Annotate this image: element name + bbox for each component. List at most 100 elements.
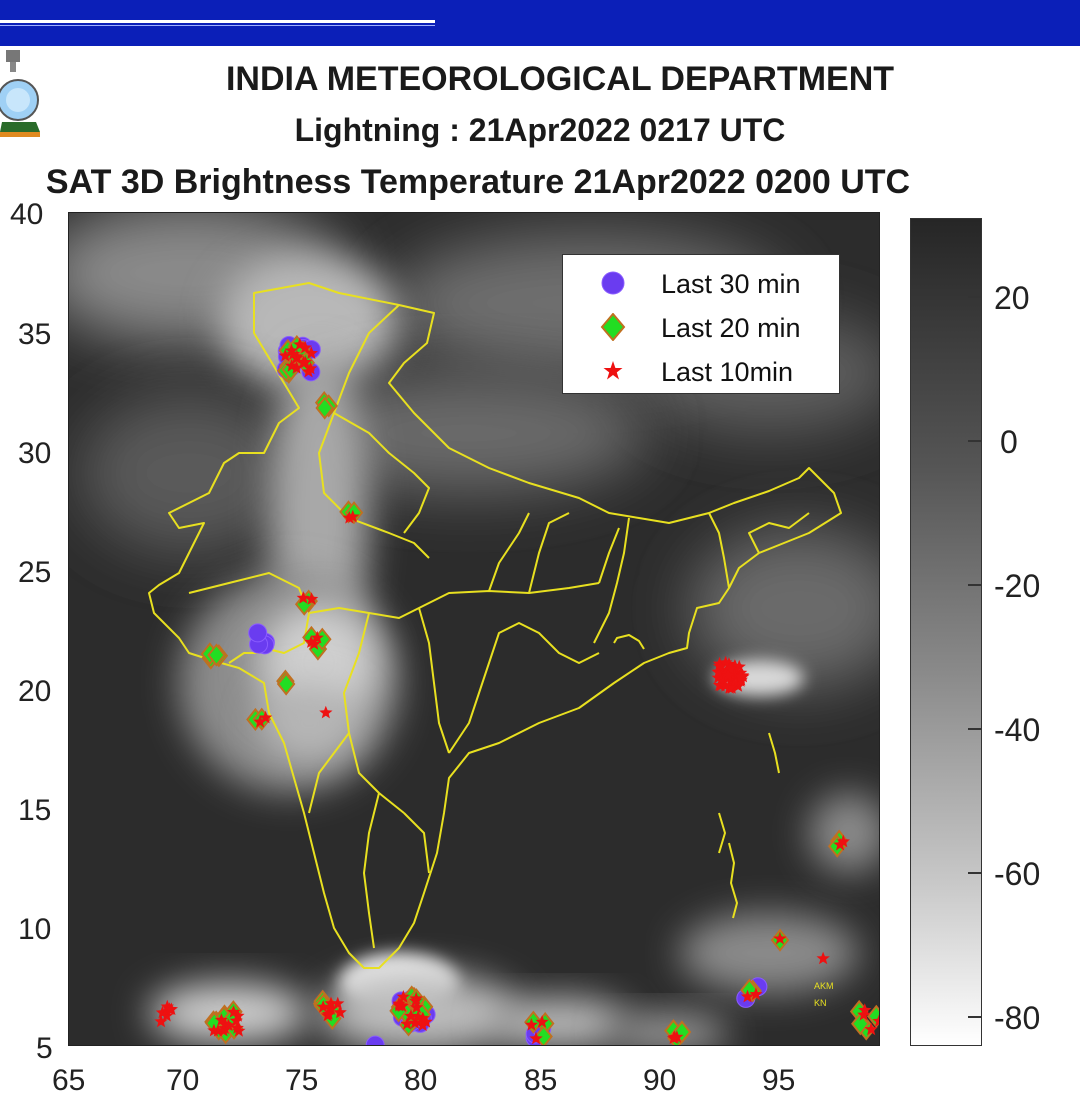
x-tick-label: 75 [285, 1064, 319, 1097]
lightning-10min-marker [310, 630, 324, 644]
colorbar-label: 20 [994, 280, 1030, 316]
page-title: INDIA METEOROLOGICAL DEPARTMENT [225, 60, 895, 98]
colorbar-tick [968, 728, 982, 730]
colorbar-tick [968, 296, 982, 298]
lightning-10min-marker [221, 1018, 236, 1032]
lightning-10min-marker [857, 1007, 871, 1021]
kn-label: KN [814, 998, 827, 1008]
lightning-10min-marker [293, 337, 307, 351]
lightning-10min-marker [816, 951, 830, 965]
lightning-10min-marker [253, 714, 267, 728]
lightning-10min-marker [231, 1009, 245, 1022]
legend-item-20min: Last 20 min [563, 307, 841, 347]
banner-rule-thin [0, 25, 435, 26]
lightning-10min-marker [858, 1003, 872, 1016]
colorbar-label: -60 [994, 856, 1041, 892]
y-tick-label: 20 [18, 675, 52, 708]
lightning-10min-marker [331, 996, 345, 1010]
colorbar-tick [968, 584, 982, 586]
lightning-10min-marker [155, 1005, 170, 1019]
x-tick-label: 85 [524, 1064, 558, 1097]
coastline-bay [613, 634, 645, 650]
lightning-10min-marker [298, 340, 312, 354]
lightning-10min-marker [216, 1023, 231, 1037]
lightning-10min-marker [305, 592, 319, 605]
lightning-10min-marker [740, 989, 755, 1003]
lightning-10min-marker [773, 931, 787, 945]
x-tick-label: 80 [404, 1064, 438, 1097]
lightning-30min-marker [365, 1035, 385, 1045]
x-tick-label: 65 [52, 1064, 86, 1097]
circle-marker-icon [601, 271, 625, 295]
india-state-boundaries [148, 282, 842, 969]
legend-label: Last 20 min [661, 313, 801, 343]
lightning-10min-marker [324, 1002, 338, 1015]
y-tick-label: 40 [10, 198, 44, 231]
lightning-10min-marker [864, 1022, 878, 1036]
y-tick-label: 5 [36, 1032, 53, 1065]
satellite-subtitle: SAT 3D Brightness Temperature 21Apr2022 … [45, 163, 911, 201]
lightning-10min-marker [303, 361, 318, 375]
colorbar-tick [968, 1016, 982, 1018]
lightning-10min-marker [400, 1017, 414, 1030]
lightning-10min-marker [713, 659, 727, 673]
lightning-10min-marker [535, 1015, 549, 1028]
lightning-map: AKM KN [68, 212, 880, 1046]
lightning-10min-marker [719, 655, 733, 669]
lightning-20min-marker [851, 1012, 870, 1036]
legend-label: Last 10min [661, 357, 794, 387]
lightning-markers [154, 335, 879, 1045]
y-tick-label: 25 [18, 556, 52, 589]
lightning-subtitle: Lightning : 21Apr2022 0217 UTC [294, 112, 786, 148]
diamond-marker-icon [600, 313, 626, 341]
lightning-10min-marker [164, 1002, 178, 1016]
lightning-10min-marker [524, 1018, 539, 1031]
lightning-10min-marker [278, 348, 292, 362]
y-tick-label: 15 [18, 794, 52, 827]
lightning-10min-marker [411, 1010, 425, 1023]
lightning-10min-marker [230, 1021, 244, 1034]
colorbar-label: 0 [1000, 424, 1018, 460]
lightning-10min-marker [289, 361, 304, 374]
lightning-10min-marker [872, 1014, 879, 1027]
lightning-10min-marker [719, 666, 734, 679]
colorbar-tick [968, 440, 982, 442]
lightning-10min-marker [258, 710, 273, 724]
lightning-10min-marker [324, 996, 338, 1010]
lightning-20min-marker [276, 672, 296, 696]
banner-rule [0, 20, 435, 23]
lightning-20min-marker [207, 643, 226, 667]
lightning-10min-marker [160, 1008, 174, 1022]
lightning-10min-marker [723, 681, 737, 694]
lightning-10min-marker [304, 346, 318, 359]
lightning-10min-marker [160, 999, 174, 1013]
legend-item-10min: Last 10min [563, 351, 841, 391]
lightning-10min-marker [290, 349, 304, 363]
lightning-10min-marker [214, 1013, 229, 1026]
map-legend: Last 30 min Last 20 min Last 10min [562, 254, 840, 394]
lightning-10min-marker [392, 997, 406, 1010]
legend-label: Last 30 min [661, 269, 801, 299]
lightning-10min-marker [410, 1000, 424, 1014]
legend-item-30min: Last 30 min [563, 263, 841, 303]
lightning-10min-marker [396, 990, 410, 1003]
map-canvas: AKM KN [69, 213, 879, 1045]
lightning-10min-marker [529, 1031, 543, 1045]
colorbar-label: -80 [994, 1000, 1041, 1036]
lightning-10min-marker [733, 674, 748, 687]
lightning-10min-marker [346, 509, 360, 523]
x-tick-label: 90 [643, 1064, 677, 1097]
lightning-10min-marker [322, 1007, 336, 1020]
lightning-10min-marker [319, 705, 333, 719]
lightning-20min-marker [534, 1024, 553, 1045]
lightning-10min-marker [226, 1005, 241, 1018]
lightning-10min-marker [409, 994, 423, 1007]
lightning-10min-marker [416, 1018, 430, 1032]
imd-logo-icon [0, 50, 40, 137]
y-tick-label: 30 [18, 437, 52, 470]
lightning-30min-marker [248, 623, 268, 643]
temperature-colorbar [910, 218, 982, 1046]
lightning-10min-marker [395, 999, 409, 1012]
akm-label: AKM [814, 981, 834, 991]
lightning-20min-marker [315, 396, 334, 420]
